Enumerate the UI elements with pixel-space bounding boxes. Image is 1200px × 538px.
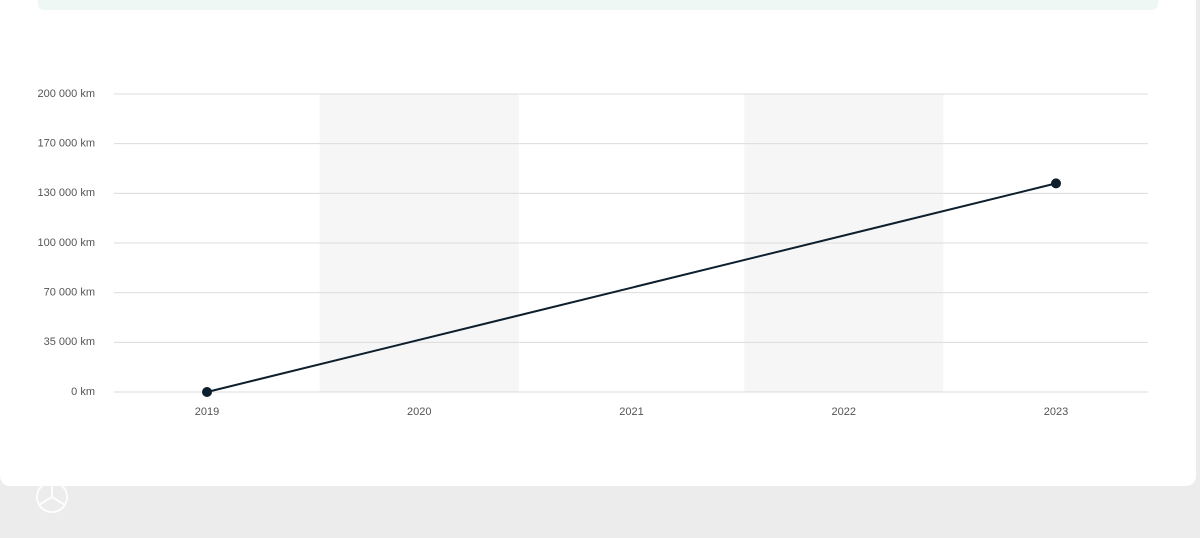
point <box>202 387 212 397</box>
y-tick-label: 130 000 km <box>38 187 95 199</box>
x-tick-label: 2021 <box>619 406 643 418</box>
point <box>1051 178 1061 189</box>
logo <box>36 481 68 513</box>
x-tick-label: 2019 <box>195 406 219 418</box>
y-tick-label: 200 000 km <box>38 88 95 100</box>
x-tick-label: 2020 <box>407 406 431 418</box>
line <box>206 182 1057 393</box>
info-strip <box>38 0 1158 10</box>
plot: 0 km 35 000 km 70 000 km 100 000 km 130 000 … <box>38 88 1148 418</box>
y-tick-label: 70 000 km <box>44 287 95 299</box>
x-tick-label: 2022 <box>832 406 856 418</box>
y-tick-label: 35 000 km <box>44 336 95 348</box>
x-tick-label: 2023 <box>1044 406 1068 418</box>
y-tick-label: 0 km <box>71 386 95 398</box>
y-tick-label: 170 000 km <box>38 138 95 150</box>
y-tick-label: 100 000 km <box>38 237 95 249</box>
